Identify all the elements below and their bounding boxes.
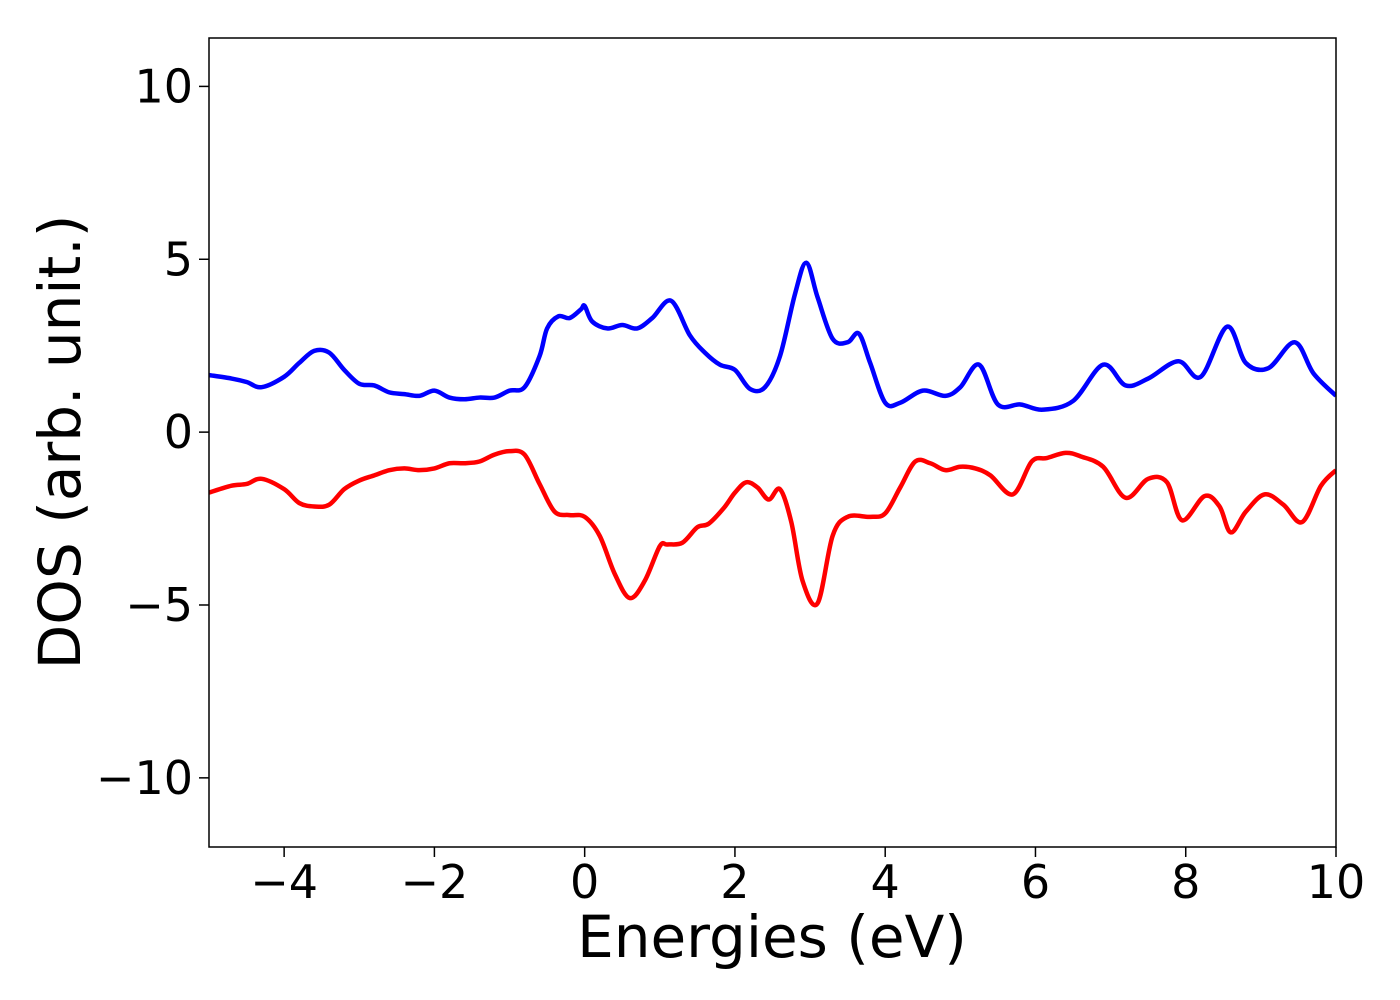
x-tick-label: 4 xyxy=(871,855,900,909)
y-axis-title: DOS (arb. unit.) xyxy=(26,215,94,670)
series-line-2 xyxy=(209,448,1336,608)
x-tick-label: 6 xyxy=(1021,855,1050,909)
plot-area xyxy=(208,37,1337,848)
tick-marks xyxy=(199,85,1337,857)
x-tick-label: −2 xyxy=(400,855,468,909)
tick-labels: −4 −2 0 2 4 6 8 10 10 5 0 −5 −10 xyxy=(96,59,1365,909)
x-tick-label: −4 xyxy=(250,855,318,909)
x-tick-label: 10 xyxy=(1307,855,1366,909)
y-tick-label: −10 xyxy=(96,751,193,805)
x-tick-label: 0 xyxy=(570,855,599,909)
series-line-1 xyxy=(209,260,1336,412)
y-tick-label: 0 xyxy=(164,405,193,459)
x-tick-label: 8 xyxy=(1171,855,1200,909)
axes-frame xyxy=(208,37,1337,848)
x-axis-title: Energies (eV) xyxy=(577,903,967,971)
y-tick-label: −5 xyxy=(125,578,193,632)
y-tick-label: 10 xyxy=(134,59,193,113)
y-tick-label: 5 xyxy=(164,232,193,286)
x-tick-label: 2 xyxy=(720,855,749,909)
